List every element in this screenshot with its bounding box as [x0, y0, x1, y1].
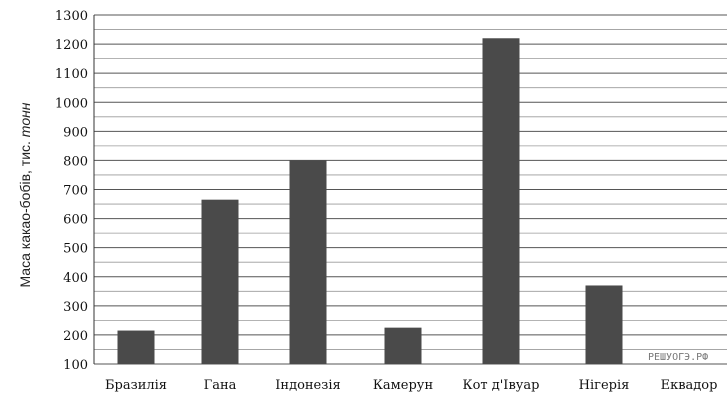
x-tick-label: Індонезія	[275, 378, 340, 393]
y-tick-label: 1100	[55, 67, 88, 82]
grid-lines	[94, 14, 727, 365]
y-tick-label: 800	[63, 154, 88, 169]
x-tick-label: Еквадор	[661, 378, 718, 393]
y-tick-label: 300	[63, 300, 88, 315]
bar	[201, 199, 239, 364]
watermark: РЕШУОГЭ.РФ	[648, 352, 708, 363]
bars	[117, 38, 623, 365]
x-tick-label: Гана	[204, 378, 237, 393]
y-tick-label: 200	[63, 329, 88, 344]
x-tick-label: Кот д'Івуар	[463, 378, 540, 393]
y-tick-label: 1000	[55, 96, 88, 111]
y-tick-label: 500	[63, 242, 88, 257]
y-tick-label: 1200	[55, 38, 88, 53]
y-tick-label: 700	[63, 184, 88, 199]
y-tick-label: 400	[63, 271, 88, 286]
y-tick-label: 1300	[55, 9, 88, 24]
bar	[585, 285, 623, 364]
y-tick-label: 900	[63, 125, 88, 140]
x-tick-labels: Бразилія Гана Індонезія Камерун Кот д'Івуар Н…	[105, 378, 717, 393]
bar	[384, 327, 422, 364]
y-tick-labels: 100 200 300 400 500 600 700 800 900 1000 1100 1200 1…	[55, 9, 88, 373]
x-tick-label: Бразилія	[105, 378, 167, 393]
x-tick-label: Камерун	[373, 378, 433, 393]
y-tick-label: 600	[63, 213, 88, 228]
bar	[117, 330, 155, 364]
y-tick-label: 100	[63, 358, 88, 373]
bar	[482, 38, 520, 365]
bar	[289, 160, 327, 364]
y-axis-label: Маса какао-бобів, тис. тонн	[17, 102, 33, 287]
x-tick-label: Нігерія	[579, 378, 630, 393]
